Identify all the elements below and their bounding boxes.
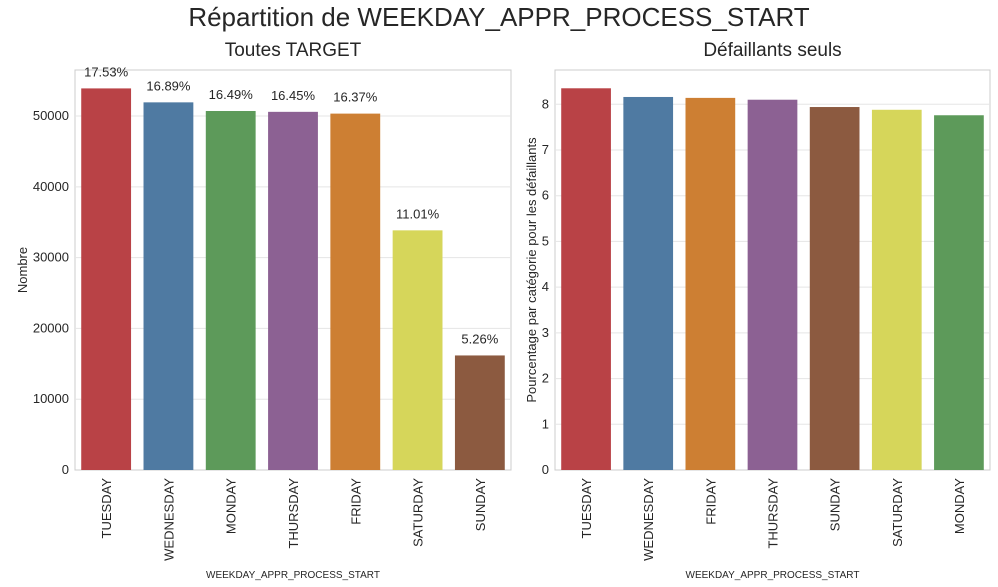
figure-title: Répartition de WEEKDAY_APPR_PROCESS_STAR… xyxy=(188,2,810,32)
panel1-xtick-label: SUNDAY xyxy=(473,478,488,532)
panel1-data-label: 16.49% xyxy=(209,87,254,102)
panel1-ytick-label: 50000 xyxy=(33,108,69,123)
panel1-xtick-label: MONDAY xyxy=(224,478,239,534)
panel2-xtick-label: SUNDAY xyxy=(828,478,843,532)
panel1-xtick-label: THURSDAY xyxy=(286,478,301,549)
panel2-bar-sunday xyxy=(809,107,860,471)
panel1-xtick-label: SATURDAY xyxy=(411,478,426,547)
panel1-xtick-label: TUESDAY xyxy=(99,478,114,539)
panel1-data-label: 16.37% xyxy=(333,90,378,105)
panel2-ylabel: Pourcentage par catégorie pour les défai… xyxy=(524,137,539,403)
panel1-bar-sunday xyxy=(454,355,505,470)
panel1-bar-tuesday xyxy=(81,88,132,471)
panel1-xlabel: WEEKDAY_APPR_PROCESS_START xyxy=(206,570,380,581)
panel2-xtick-label: FRIDAY xyxy=(703,478,718,525)
panel1-ytick-label: 40000 xyxy=(33,179,69,194)
panel2-ytick-label: 3 xyxy=(542,325,549,340)
panel2-xtick-label: SATURDAY xyxy=(890,478,905,547)
panel1-ytick-label: 30000 xyxy=(33,250,69,265)
panel2-title: Défaillants seuls xyxy=(703,40,841,61)
panel2-bar-thursday xyxy=(747,99,798,470)
panel2-xlabel: WEEKDAY_APPR_PROCESS_START xyxy=(686,570,860,581)
panel2-xtick-label: WEDNESDAY xyxy=(641,478,656,561)
panel1-data-label: 11.01% xyxy=(396,206,440,221)
panel2-bar-monday xyxy=(934,115,984,470)
panel2-xtick-label: MONDAY xyxy=(952,478,967,534)
panel2-ytick-label: 1 xyxy=(542,416,549,431)
panel1-ytick-label: 10000 xyxy=(33,391,69,406)
panel1-title: Toutes TARGET xyxy=(225,40,362,61)
panel2-bar-saturday xyxy=(871,109,922,471)
panel2-ytick-label: 8 xyxy=(542,96,549,111)
panel1-data-label: 16.89% xyxy=(146,78,191,93)
panel1-bar-thursday xyxy=(268,111,318,471)
panel1-bar-monday xyxy=(205,110,256,470)
panel2-xtick-label: THURSDAY xyxy=(766,478,781,549)
panel1-data-label: 16.45% xyxy=(271,88,316,103)
panel1-data-label: 17.53% xyxy=(84,64,129,79)
panel2-bar-friday xyxy=(685,97,736,470)
panel2-xtick-label: TUESDAY xyxy=(579,478,594,539)
panel1-ytick-label: 0 xyxy=(62,462,69,477)
panel2-ytick-label: 2 xyxy=(542,371,549,386)
panel2-ytick-label: 5 xyxy=(542,233,549,248)
panel1-bar-friday xyxy=(330,113,381,470)
panel2-ytick-label: 4 xyxy=(542,279,549,294)
panel2-ytick-label: 6 xyxy=(542,188,549,203)
panel2-bar-tuesday xyxy=(561,88,611,471)
panel2-ytick-label: 0 xyxy=(542,462,549,477)
panel1-xtick-label: WEDNESDAY xyxy=(161,478,176,561)
panel1-xtick-label: FRIDAY xyxy=(348,478,363,525)
panel1-ylabel: Nombre xyxy=(15,247,30,293)
panel2-ytick-label: 7 xyxy=(542,142,549,157)
panel1-data-label: 5.26% xyxy=(461,331,498,346)
panel1-bar-wednesday xyxy=(143,102,194,471)
panel1-ytick-label: 20000 xyxy=(33,320,69,335)
panel2-bar-wednesday xyxy=(623,96,674,470)
panel1-bar-saturday xyxy=(392,230,443,470)
